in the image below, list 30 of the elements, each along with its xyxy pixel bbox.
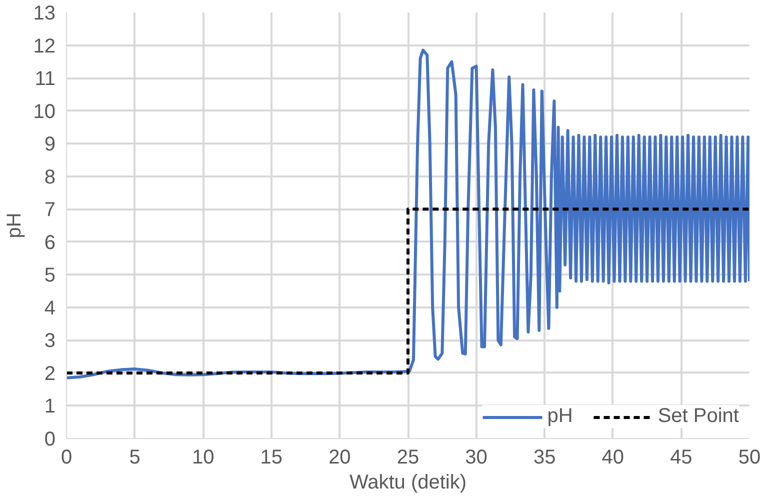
- y-tick-label: 5: [44, 264, 56, 287]
- y-tick-label: 10: [33, 100, 56, 123]
- x-tick-label: 40: [602, 446, 624, 468]
- y-tick-label: 1: [44, 396, 56, 418]
- x-tick-label: 45: [670, 446, 692, 468]
- line-series: [66, 48, 750, 380]
- y-tick-label: 6: [44, 232, 56, 254]
- y-axis-title: pH: [3, 212, 26, 238]
- y-tick-label: 8: [44, 166, 56, 188]
- x-tick-label: 15: [260, 446, 283, 468]
- y-tick-label: 3: [44, 330, 56, 352]
- y-tick-label: 11: [34, 68, 56, 90]
- x-tick-label: 50: [738, 446, 761, 468]
- y-tick-label: 0: [44, 428, 56, 450]
- y-tick-label: 12: [33, 35, 56, 58]
- x-tick-label: 30: [465, 446, 488, 468]
- x-tick-label: 20: [328, 446, 351, 468]
- x-tick-label: 25: [396, 446, 420, 468]
- legend-label: pH: [547, 405, 573, 428]
- x-axis-title: Waktu (detik): [349, 472, 467, 494]
- y-tick-label: 4: [44, 297, 56, 320]
- y-tick-label: 13: [33, 2, 56, 24]
- x-tick-label: 5: [129, 446, 140, 468]
- x-tick-label: 0: [60, 446, 72, 468]
- legend-label: Set Point: [658, 405, 739, 428]
- y-tick-label: 2: [44, 362, 56, 385]
- x-tick-label: 10: [192, 446, 214, 468]
- x-tick-label: 35: [533, 446, 556, 468]
- y-tick-label: 7: [44, 199, 56, 222]
- y-tick-label: 9: [44, 134, 56, 156]
